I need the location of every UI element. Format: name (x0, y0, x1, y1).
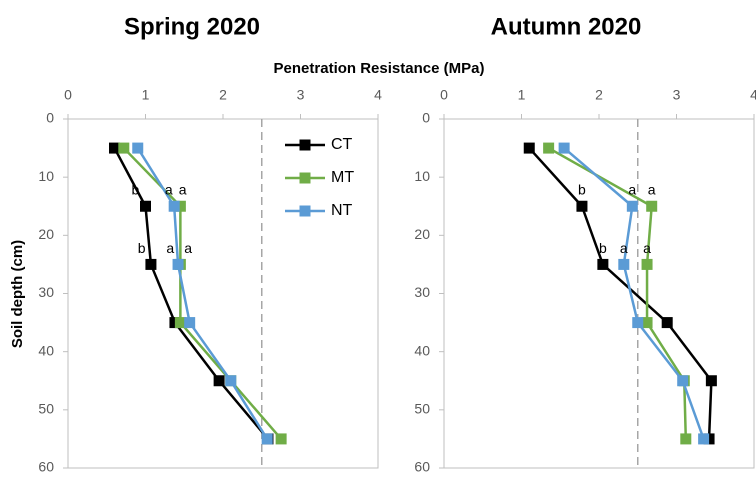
data-point-mt (641, 317, 653, 329)
data-point-nt (132, 142, 144, 154)
significance-letter: a (620, 240, 628, 256)
series-line-mt (548, 146, 688, 439)
y-tick-label: 40 (414, 342, 430, 358)
x-tick-label: 1 (142, 87, 150, 103)
legend-label-mt: MT (331, 169, 354, 186)
significance-letter: a (165, 182, 173, 198)
significance-letter: a (184, 240, 192, 256)
data-point-mt (543, 142, 555, 154)
chart-title: Spring 2020 (124, 13, 260, 40)
data-point-nt (168, 200, 180, 212)
x-axis-title: Penetration Resistance (MPa) (274, 60, 485, 77)
data-point-nt (558, 142, 570, 154)
y-tick-label: 0 (422, 110, 430, 126)
significance-letter: a (179, 182, 187, 198)
y-tick-label: 60 (38, 459, 54, 475)
series-line-ct (528, 147, 713, 439)
data-point-ct (705, 375, 717, 387)
y-tick-label: 60 (414, 459, 430, 475)
significance-letter: a (648, 182, 656, 198)
y-tick-label: 20 (38, 226, 54, 242)
series-nt (132, 142, 273, 445)
data-point-ct (597, 258, 609, 270)
data-point-mt (680, 433, 692, 445)
legend-marker-nt (299, 205, 311, 217)
chart-title: Autumn 2020 (491, 13, 642, 40)
y-tick-label: 10 (414, 168, 430, 184)
x-tick-label: 2 (219, 87, 227, 103)
series-line-nt (136, 147, 269, 440)
legend-label-nt: NT (331, 202, 353, 219)
y-tick-label: 0 (46, 110, 54, 126)
data-point-ct (145, 258, 157, 270)
x-tick-label: 1 (518, 87, 526, 103)
y-tick-label: 30 (38, 284, 54, 300)
data-point-nt (698, 433, 710, 445)
data-point-mt (174, 317, 186, 329)
series-line-mt (122, 147, 283, 440)
significance-letter: b (578, 182, 586, 198)
data-point-mt (641, 258, 653, 270)
x-tick-label: 3 (297, 87, 305, 103)
significance-letter: a (643, 240, 651, 256)
x-tick-label: 4 (750, 87, 756, 103)
y-axis-title: Soil depth (cm) (9, 240, 26, 348)
data-point-ct (661, 317, 673, 329)
legend-marker-ct (299, 139, 311, 151)
x-tick-label: 0 (440, 87, 448, 103)
x-tick-label: 4 (374, 87, 382, 103)
data-point-ct (140, 200, 151, 212)
significance-letter: b (132, 182, 140, 198)
data-point-nt (677, 375, 689, 387)
x-tick-label: 0 (64, 87, 72, 103)
y-tick-label: 30 (414, 284, 430, 300)
data-point-mt (118, 142, 130, 154)
y-tick-label: 20 (414, 226, 430, 242)
plot-frame (443, 118, 755, 469)
x-tick-label: 2 (595, 87, 603, 103)
data-point-ct (109, 142, 120, 154)
y-tick-label: 10 (38, 168, 54, 184)
significance-letter: b (599, 240, 607, 256)
data-point-nt (184, 317, 196, 329)
data-point-ct (213, 375, 225, 387)
data-point-mt (275, 433, 287, 445)
data-point-ct (523, 142, 535, 154)
series-nt (558, 142, 710, 445)
significance-letter: b (138, 240, 146, 256)
legend-label-ct: CT (331, 136, 353, 153)
data-point-nt (172, 258, 184, 270)
y-tick-label: 40 (38, 342, 54, 358)
legend-marker-mt (299, 172, 311, 184)
data-point-nt (626, 200, 638, 212)
series-line-ct (113, 147, 269, 440)
significance-letter: a (166, 240, 174, 256)
data-point-nt (225, 375, 237, 387)
data-point-nt (632, 317, 644, 329)
data-point-mt (174, 200, 186, 212)
y-tick-label: 50 (38, 401, 54, 417)
data-point-mt (646, 200, 658, 212)
data-point-nt (618, 258, 630, 270)
x-tick-label: 3 (673, 87, 681, 103)
legend: CT MT NT (285, 136, 354, 219)
series-line-nt (563, 147, 705, 440)
data-point-nt (261, 433, 273, 445)
significance-letter: a (628, 182, 636, 198)
y-tick-label: 50 (414, 401, 430, 417)
data-point-ct (576, 200, 588, 212)
